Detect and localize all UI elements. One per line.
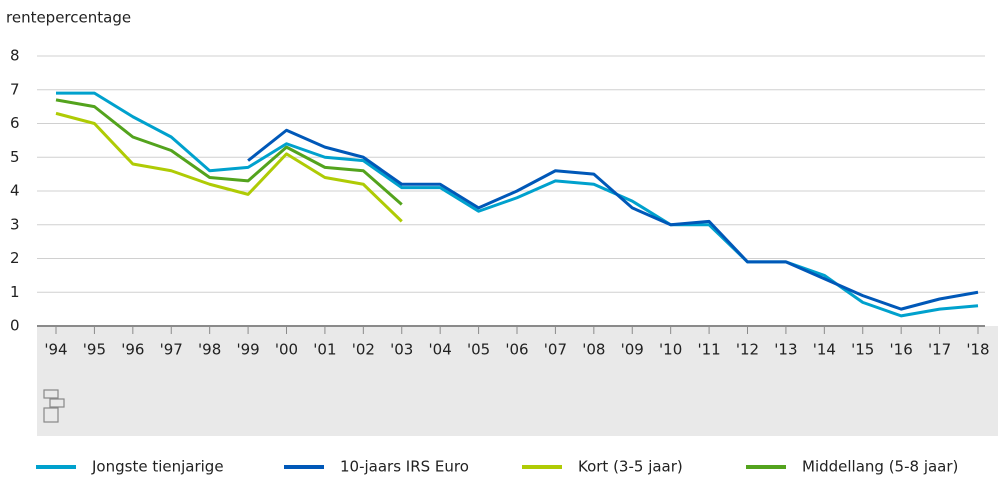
line	[247, 128, 979, 311]
legend-label: 10-jaars IRS Euro	[340, 458, 469, 476]
x-tick-label: '03	[390, 341, 413, 359]
x-tick-label: '95	[83, 341, 106, 359]
y-tick-label: 2	[10, 249, 20, 267]
x-tick-label: '07	[544, 341, 567, 359]
x-tick-label: '01	[313, 341, 336, 359]
x-tick-label: '14	[813, 341, 836, 359]
y-axis-label: rentepercentage	[6, 9, 131, 27]
x-tick-label: '96	[121, 341, 144, 359]
x-tick-label: '97	[160, 341, 183, 359]
y-tick-label: 6	[10, 114, 20, 132]
x-tick-label: '04	[429, 341, 452, 359]
x-tick-label: '11	[697, 341, 720, 359]
x-tick-label: '10	[659, 341, 682, 359]
x-tick-label: '15	[851, 341, 874, 359]
legend-label: Middellang (5-8 jaar)	[802, 458, 958, 476]
x-tick-label: '18	[966, 341, 989, 359]
y-tick-label: 8	[10, 47, 20, 65]
y-tick-label: 7	[10, 80, 20, 98]
x-tick-label: '16	[890, 341, 913, 359]
line	[56, 91, 979, 318]
line	[55, 98, 403, 206]
y-tick-label: 3	[10, 215, 20, 233]
y-tick-label: 4	[10, 182, 20, 200]
x-tick-label: '05	[467, 341, 490, 359]
x-tick-label: '00	[275, 341, 298, 359]
x-tick-label: '06	[505, 341, 528, 359]
y-tick-label: 1	[10, 283, 20, 301]
x-tick-label: '98	[198, 341, 221, 359]
y-tick-label: 5	[10, 148, 20, 166]
legend-label: Jongste tienjarige	[91, 458, 224, 476]
x-tick-label: '08	[582, 341, 605, 359]
x-tick-label: '09	[621, 341, 644, 359]
x-tick-label: '99	[236, 341, 259, 359]
x-tick-label: '94	[44, 341, 67, 359]
x-tick-label: '12	[736, 341, 759, 359]
y-tick-label: 0	[10, 317, 20, 335]
x-tick-label: '17	[928, 341, 951, 359]
axis-band	[37, 326, 998, 436]
logo	[43, 389, 65, 423]
x-tick-label: '02	[352, 341, 375, 359]
x-tick-label: '13	[774, 341, 797, 359]
legend-label: Kort (3-5 jaar)	[578, 458, 683, 476]
line	[55, 111, 403, 223]
